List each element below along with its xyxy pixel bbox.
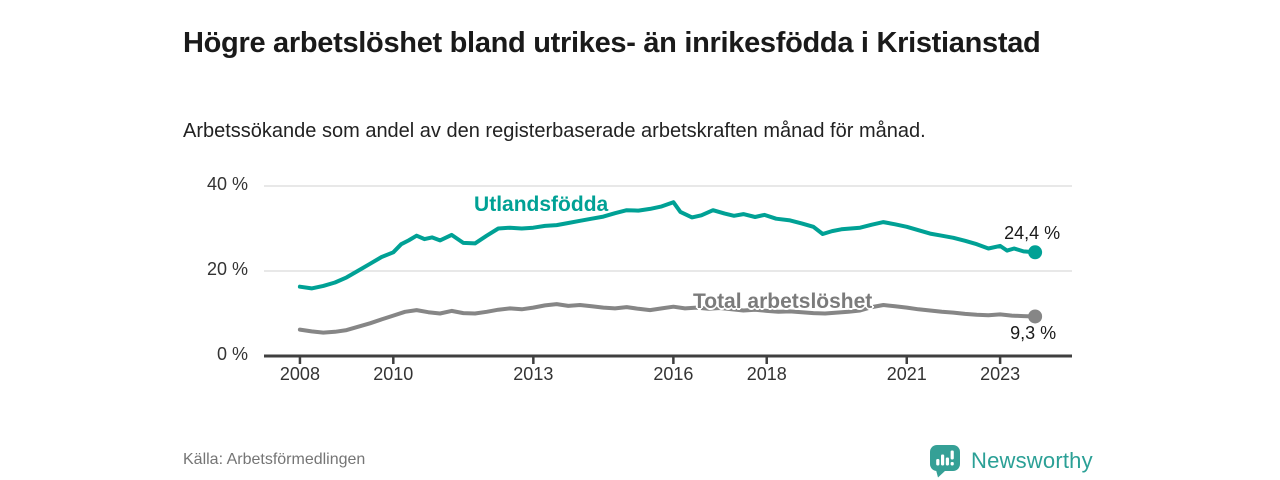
- brand-logo: Newsworthy: [929, 444, 1093, 478]
- series-line-total: [297, 302, 1038, 335]
- brand-wordmark: Newsworthy: [971, 448, 1093, 473]
- page-title: Högre arbetslöshet bland utrikes- än inr…: [183, 27, 1041, 60]
- series-line-utlandsfodda: [297, 200, 1038, 291]
- series-end-dot: [1028, 309, 1043, 324]
- page-subtitle: Arbetssökande som andel av den registerb…: [183, 120, 926, 142]
- source-note: Källa: Arbetsförmedlingen: [183, 451, 366, 468]
- newsworthy-logo-icon: [930, 445, 960, 478]
- series-end-dot: [1028, 245, 1043, 260]
